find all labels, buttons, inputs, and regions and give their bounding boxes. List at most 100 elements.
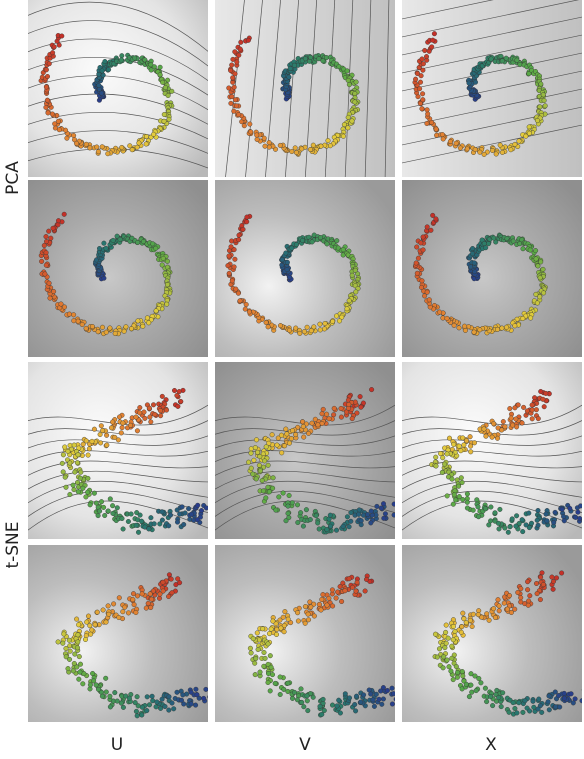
sample-point xyxy=(458,475,464,481)
sample-point xyxy=(481,426,487,432)
sample-point xyxy=(231,108,237,114)
sample-point xyxy=(500,690,506,696)
sample-point xyxy=(444,451,450,457)
sample-point xyxy=(306,430,312,436)
sample-point xyxy=(283,250,289,256)
sample-point xyxy=(286,327,292,333)
sample-point xyxy=(165,92,171,98)
sample-point xyxy=(267,653,273,659)
sample-point xyxy=(439,132,445,138)
sample-point xyxy=(540,92,546,98)
sample-point xyxy=(417,86,423,92)
sample-point xyxy=(95,686,101,692)
sample-point xyxy=(134,593,140,599)
sample-point xyxy=(193,702,199,708)
sample-point xyxy=(140,239,146,245)
sample-point xyxy=(342,691,348,697)
sample-point xyxy=(459,479,465,485)
sample-point xyxy=(437,646,443,652)
sample-point xyxy=(391,512,395,518)
sample-point xyxy=(508,415,514,421)
sample-point xyxy=(44,97,50,103)
sample-point xyxy=(510,238,516,244)
sample-point xyxy=(270,475,276,481)
sample-point xyxy=(171,388,177,394)
sample-point xyxy=(420,97,426,103)
sample-point xyxy=(477,149,483,155)
sample-point xyxy=(527,247,533,253)
sample-point xyxy=(374,503,380,509)
sample-point xyxy=(417,100,423,106)
sample-point xyxy=(308,328,314,334)
sample-point xyxy=(267,688,273,694)
sample-point xyxy=(70,668,76,674)
sample-point xyxy=(534,300,540,306)
sample-point xyxy=(532,395,538,401)
sample-point xyxy=(469,689,475,695)
sample-point xyxy=(440,315,446,321)
sample-point xyxy=(285,503,291,509)
sample-point xyxy=(371,703,377,709)
contour-line xyxy=(28,460,208,476)
sample-point xyxy=(537,275,543,281)
sample-point xyxy=(471,260,477,266)
sample-point xyxy=(150,402,156,408)
sample-point xyxy=(516,700,522,706)
panel-body xyxy=(402,0,582,177)
sample-point xyxy=(116,414,122,420)
sample-point xyxy=(107,496,113,502)
sample-point xyxy=(523,133,529,139)
sample-point xyxy=(490,703,496,709)
sample-point xyxy=(267,631,273,637)
sample-point xyxy=(534,118,540,124)
sample-point xyxy=(330,603,336,609)
sample-point xyxy=(556,693,562,699)
sample-point xyxy=(101,504,107,510)
sample-point xyxy=(85,475,91,481)
sample-point xyxy=(78,661,84,667)
sample-point xyxy=(161,111,167,117)
sample-point xyxy=(72,137,78,143)
sample-point xyxy=(287,65,293,71)
sample-point xyxy=(265,661,271,667)
sample-point xyxy=(365,511,371,517)
sample-point xyxy=(43,67,49,73)
sample-point xyxy=(131,602,137,608)
sample-point xyxy=(201,695,207,701)
sample-point xyxy=(494,687,500,693)
sample-point xyxy=(440,455,446,461)
sample-point xyxy=(178,697,184,703)
sample-point xyxy=(119,425,125,431)
sample-point xyxy=(334,703,340,709)
sample-point xyxy=(519,517,525,523)
sample-point xyxy=(466,80,472,86)
sample-point xyxy=(442,461,448,467)
sample-point xyxy=(63,645,69,651)
sample-point xyxy=(526,130,532,136)
sample-point xyxy=(55,118,61,124)
sample-point xyxy=(508,609,514,615)
sample-point xyxy=(265,462,271,468)
sample-point xyxy=(55,639,61,645)
sample-point xyxy=(340,133,346,139)
sample-point xyxy=(50,225,56,231)
sample-point xyxy=(58,301,64,307)
sample-point xyxy=(153,245,159,251)
sample-point xyxy=(295,519,301,525)
sample-point xyxy=(336,697,342,703)
sample-point xyxy=(285,680,291,686)
sample-point xyxy=(550,579,556,585)
sample-point xyxy=(162,84,168,90)
sample-point xyxy=(535,522,541,528)
sample-point xyxy=(93,682,99,688)
sample-point xyxy=(163,407,169,413)
sample-point xyxy=(104,432,110,438)
sample-point xyxy=(134,694,140,700)
sample-point xyxy=(77,475,83,481)
sample-point xyxy=(308,54,314,60)
sample-point xyxy=(523,522,529,528)
sample-point xyxy=(265,641,271,647)
sample-point xyxy=(462,323,468,329)
sample-point xyxy=(49,111,55,117)
sample-point xyxy=(464,438,470,444)
